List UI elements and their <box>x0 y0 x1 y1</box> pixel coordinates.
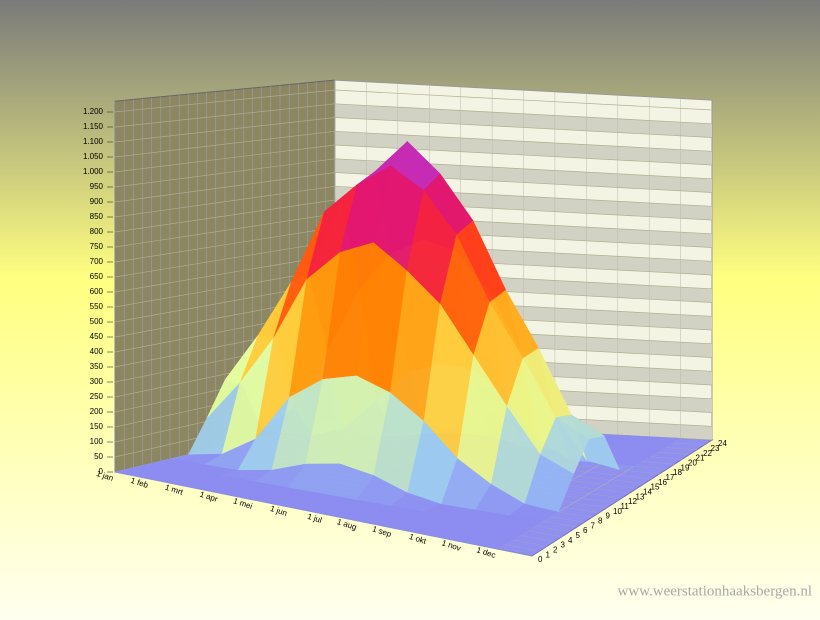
z-tick-label: 13 <box>636 492 645 501</box>
y-tick-label: 800 <box>90 227 104 236</box>
z-tick-label: 4 <box>568 536 573 545</box>
y-tick-label: 1.100 <box>83 137 104 146</box>
z-tick-label: 15 <box>651 483 660 492</box>
z-tick-label: 8 <box>598 516 603 525</box>
y-tick-label: 0 <box>99 467 104 476</box>
z-tick-label: 9 <box>606 512 611 521</box>
y-tick-label: 1.200 <box>83 107 104 116</box>
z-tick-label: 22 <box>703 449 712 458</box>
y-tick-label: 900 <box>90 197 104 206</box>
surface <box>114 140 682 550</box>
z-tick-label: 6 <box>583 526 588 535</box>
z-tick-label: 10 <box>613 507 622 516</box>
y-tick-label: 100 <box>90 437 104 446</box>
z-tick-label: 2 <box>553 545 558 554</box>
y-tick-label: 1.150 <box>83 122 104 131</box>
y-tick-label: 650 <box>90 272 104 281</box>
y-tick-label: 400 <box>90 347 104 356</box>
z-tick-label: 11 <box>621 502 630 511</box>
y-tick-label: 600 <box>90 287 104 296</box>
y-tick-label: 150 <box>90 422 104 431</box>
watermark: www.weerstationhaaksbergen.nl <box>617 583 812 599</box>
y-tick-label: 200 <box>90 407 104 416</box>
y-tick-label: 300 <box>90 377 104 386</box>
y-tick-label: 1.000 <box>83 167 104 176</box>
z-tick-label: 18 <box>673 468 682 477</box>
z-tick-label: 1 <box>546 550 551 559</box>
z-tick-label: 12 <box>628 497 637 506</box>
z-tick-label: 19 <box>681 463 690 472</box>
z-tick-label: 23 <box>711 444 720 453</box>
y-tick-label: 50 <box>94 452 103 461</box>
z-tick-label: 5 <box>576 531 581 540</box>
y-tick-label: 550 <box>90 302 104 311</box>
y-tick-label: 850 <box>90 212 104 221</box>
z-tick-label: 14 <box>643 487 652 496</box>
y-tick-label: 750 <box>90 242 104 251</box>
z-tick-label: 0 <box>538 555 543 564</box>
z-tick-label: 17 <box>666 473 675 482</box>
y-tick-label: 700 <box>90 257 104 266</box>
z-tick-label: 7 <box>591 521 596 530</box>
y-tick-label: 350 <box>90 362 104 371</box>
y-tick-label: 1.050 <box>83 152 104 161</box>
y-tick-label: 950 <box>90 182 104 191</box>
z-tick-label: 21 <box>696 454 705 463</box>
y-tick-label: 500 <box>90 317 104 326</box>
z-tick-label: 24 <box>718 439 727 448</box>
z-tick-label: 20 <box>688 458 697 467</box>
x-tick-label: 1 jul <box>306 512 323 525</box>
surface-patch <box>461 532 514 550</box>
y-tick-label: 450 <box>90 332 104 341</box>
z-tick-label: 3 <box>561 541 566 550</box>
z-tick-label: 16 <box>658 478 667 487</box>
y-tick-label: 250 <box>90 392 104 401</box>
